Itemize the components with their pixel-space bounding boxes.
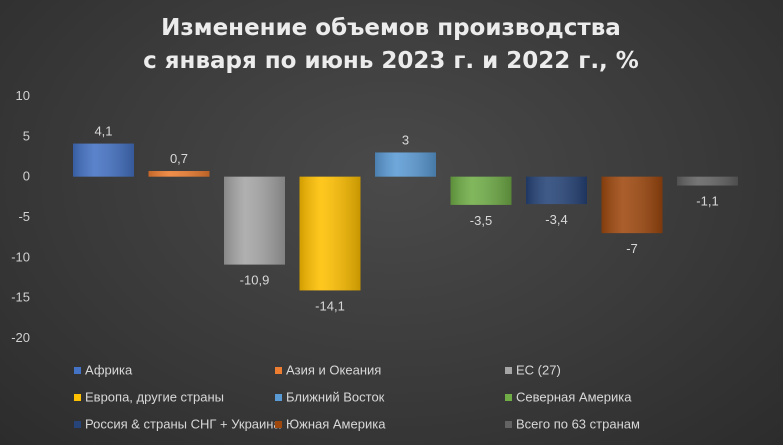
legend-swatch bbox=[275, 367, 282, 374]
bar-group bbox=[299, 176, 361, 291]
legend-label: Африка bbox=[85, 363, 133, 378]
legend-item: Всего по 63 странам bbox=[505, 417, 640, 432]
legend-label: Россия & страны СНГ + Украина bbox=[85, 417, 281, 432]
bar-shade bbox=[224, 176, 285, 265]
legend-item: Россия & страны СНГ + Украина bbox=[74, 417, 281, 432]
legend-swatch bbox=[505, 394, 512, 401]
bar-shade bbox=[148, 171, 210, 177]
legend-label: Ближний Восток bbox=[286, 390, 385, 405]
legend-item: Азия и Океания bbox=[275, 363, 381, 378]
bar-shade bbox=[601, 176, 663, 234]
legend-item: Ближний Восток bbox=[275, 390, 385, 405]
data-label: -1,1 bbox=[696, 194, 718, 209]
legend-label: ЕС (27) bbox=[516, 363, 561, 378]
bar-group bbox=[73, 143, 134, 177]
data-label: -10,9 bbox=[240, 273, 270, 288]
bar-shade bbox=[73, 143, 134, 177]
data-label: 4,1 bbox=[94, 124, 112, 139]
data-label: -3,5 bbox=[470, 213, 492, 228]
bar-group bbox=[224, 176, 285, 265]
bar-group bbox=[601, 176, 663, 234]
chart-title: Изменение объемов производства с января … bbox=[143, 15, 639, 74]
y-tick-label: -20 bbox=[11, 330, 30, 345]
legend: Африка Азия и Океания ЕС (27) Европа, други… bbox=[74, 363, 640, 432]
bar-shade bbox=[299, 176, 361, 291]
legend-label: Южная Америка bbox=[286, 417, 386, 432]
data-label: 0,7 bbox=[170, 151, 188, 166]
legend-swatch bbox=[74, 421, 81, 428]
data-labels: 4,1 0,7 -10,9 -14,1 3 -3,5 -3,4 -7 -1,1 bbox=[94, 124, 718, 314]
bar-group bbox=[450, 176, 512, 205]
legend-label: Северная Америка bbox=[516, 390, 632, 405]
chart-title-line-2: с января по июнь 2023 г. и 2022 г., % bbox=[143, 48, 639, 74]
legend-item: Южная Америка bbox=[275, 417, 386, 432]
legend-swatch bbox=[275, 394, 282, 401]
legend-label: Азия и Океания bbox=[286, 363, 381, 378]
bar-group bbox=[677, 176, 738, 186]
bar-group bbox=[148, 171, 210, 177]
bar-shade bbox=[450, 176, 512, 205]
y-tick-label: -5 bbox=[18, 209, 30, 224]
bar-shade bbox=[526, 176, 587, 205]
data-label: -3,4 bbox=[545, 212, 567, 227]
y-tick-label: 5 bbox=[23, 128, 30, 143]
legend-label: Европа, другие страны bbox=[85, 390, 224, 405]
bars bbox=[73, 143, 738, 291]
legend-swatch bbox=[74, 367, 81, 374]
y-axis: 10 5 0 -5 -10 -15 -20 bbox=[11, 88, 30, 345]
y-tick-label: 10 bbox=[16, 88, 30, 103]
data-label: -7 bbox=[626, 241, 638, 256]
legend-swatch bbox=[505, 421, 512, 428]
bar-shade bbox=[677, 176, 738, 186]
bar-group bbox=[375, 152, 436, 177]
bar-group bbox=[526, 176, 587, 205]
data-label: -14,1 bbox=[315, 298, 345, 313]
legend-swatch bbox=[275, 421, 282, 428]
data-label: 3 bbox=[402, 132, 409, 147]
y-tick-label: -10 bbox=[11, 249, 30, 264]
legend-item: Северная Америка bbox=[505, 390, 632, 405]
legend-swatch bbox=[505, 367, 512, 374]
legend-item: Африка bbox=[74, 363, 133, 378]
legend-label: Всего по 63 странам bbox=[516, 417, 640, 432]
bar-shade bbox=[375, 152, 436, 177]
y-tick-label: -15 bbox=[11, 290, 30, 305]
legend-item: Европа, другие страны bbox=[74, 390, 224, 405]
chart-title-line-1: Изменение объемов производства bbox=[161, 15, 621, 41]
y-tick-label: 0 bbox=[23, 169, 30, 184]
legend-swatch bbox=[74, 394, 81, 401]
legend-item: ЕС (27) bbox=[505, 363, 561, 378]
